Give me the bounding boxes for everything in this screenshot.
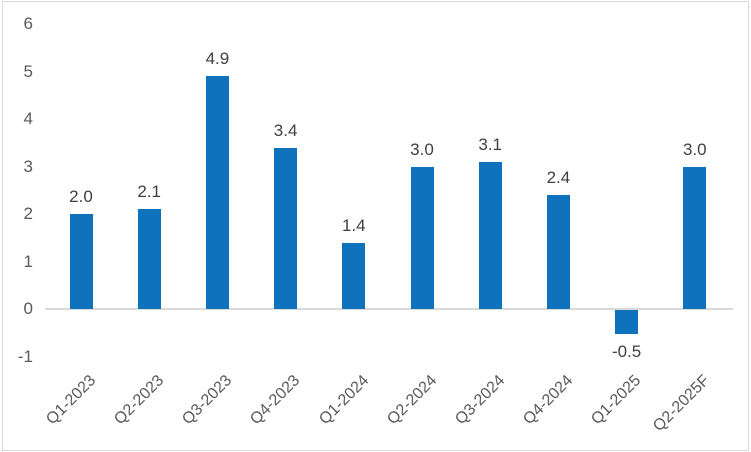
y-axis-tick: 4 bbox=[23, 109, 33, 128]
bar bbox=[546, 195, 570, 309]
bar-value-label: 4.9 bbox=[205, 49, 230, 69]
bar bbox=[615, 310, 639, 334]
x-axis-label: Q2-2024 bbox=[383, 372, 441, 429]
bar-value-label: 1.4 bbox=[341, 215, 366, 235]
y-axis-tick: -1 bbox=[17, 346, 33, 366]
x-axis-label: Q1-2025 bbox=[588, 372, 645, 429]
x-axis-label: Q4-2023 bbox=[247, 372, 304, 429]
bar-value-label: -0.5 bbox=[611, 341, 642, 361]
x-axis-line bbox=[45, 308, 733, 310]
bar-value-label: 2.0 bbox=[69, 187, 93, 206]
y-axis-tick: 1 bbox=[23, 251, 33, 271]
x-axis-label: Q1-2023 bbox=[42, 372, 100, 429]
y-axis-tick: 5 bbox=[23, 61, 33, 81]
x-axis-label: Q1-2024 bbox=[315, 372, 372, 429]
x-axis-label: Q3-2024 bbox=[452, 372, 509, 429]
bar bbox=[137, 209, 161, 309]
bar bbox=[342, 242, 366, 309]
bar-value-label: 3.0 bbox=[682, 139, 707, 159]
bar bbox=[410, 166, 434, 309]
bar-value-label: 3.0 bbox=[410, 139, 434, 159]
bar bbox=[205, 76, 229, 309]
x-axis-label: Q2-2023 bbox=[111, 372, 168, 429]
y-axis-tick: 6 bbox=[23, 14, 33, 33]
bar bbox=[69, 214, 93, 309]
bar-value-label: 3.4 bbox=[273, 120, 298, 140]
bar bbox=[683, 166, 707, 309]
bar-value-label: 2.4 bbox=[546, 168, 571, 187]
x-axis-label: Q4-2024 bbox=[520, 372, 577, 429]
x-axis-label: Q3-2023 bbox=[179, 372, 236, 429]
bar bbox=[274, 147, 298, 309]
x-axis-label: Q2-2025F bbox=[649, 372, 713, 435]
y-axis-tick: 0 bbox=[23, 299, 33, 318]
bar-value-label: 2.1 bbox=[137, 182, 161, 202]
bar-value-label: 3.1 bbox=[478, 134, 502, 154]
y-axis-tick: 3 bbox=[23, 156, 33, 176]
y-axis-tick: 2 bbox=[23, 204, 33, 223]
bar bbox=[478, 161, 502, 309]
